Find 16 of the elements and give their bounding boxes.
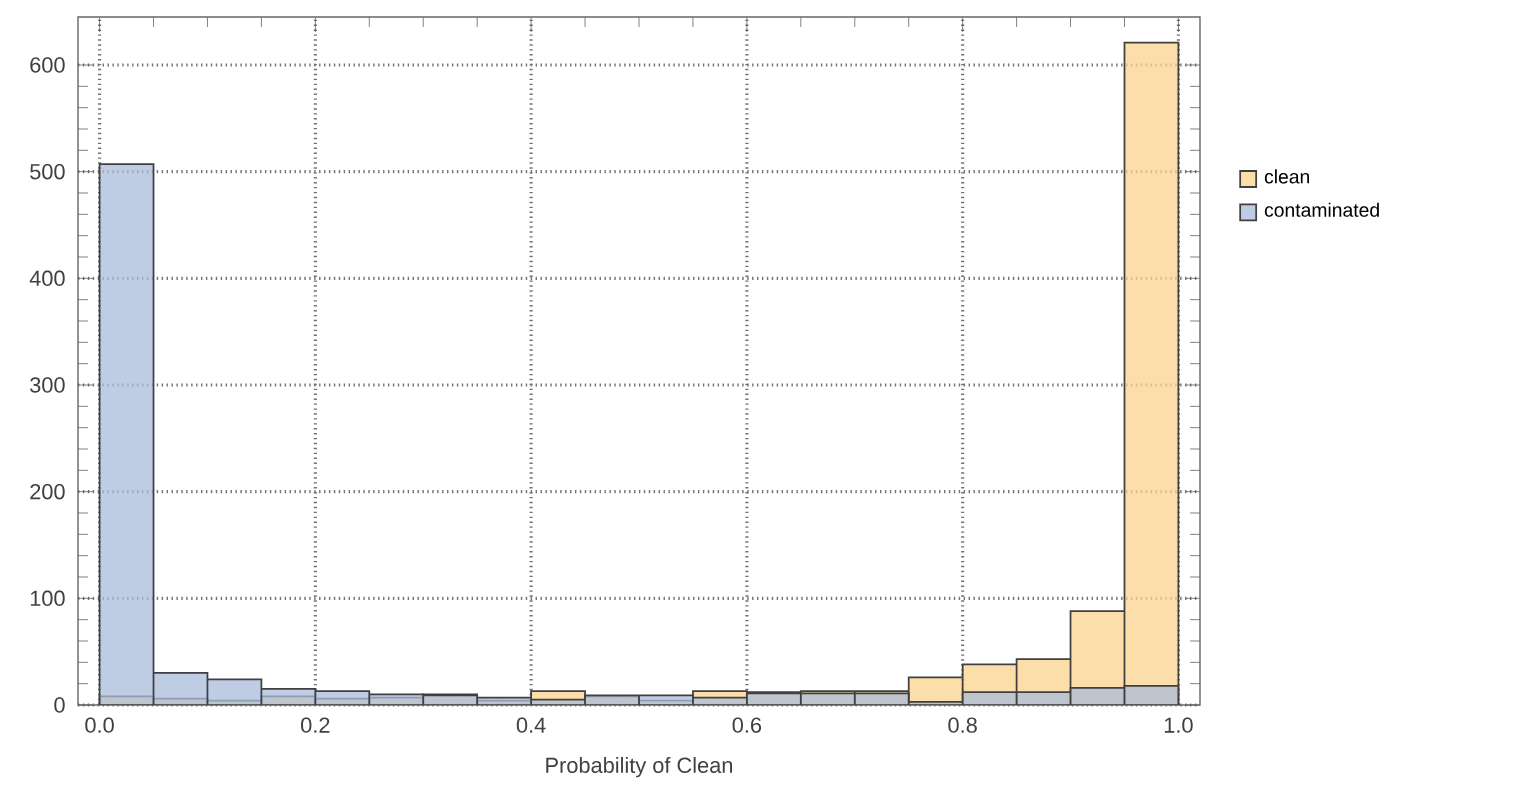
y-tick-label: 400 [29,270,65,287]
x-tick-label: 0.6 [732,717,762,733]
x-tick-label: 0.4 [516,717,546,733]
y-tick-label: 300 [30,377,65,393]
y-tick-label: 100 [30,590,65,607]
y-tick-label: 0 [54,697,65,713]
legend-label: clean [1264,169,1309,184]
x-tick-label: 0.0 [85,717,114,733]
y-tick-label: 200 [30,483,65,500]
y-tick-label: 600 [30,57,65,73]
y-tick-label: 500 [30,163,65,180]
x-axis-title: Probability of Clean [546,757,732,778]
x-tick-label: 0.8 [948,717,977,733]
x-tick-label: 0.2 [301,717,330,733]
legend-label: contaminated [1264,202,1379,217]
x-tick-label: 1.0 [1164,717,1193,733]
